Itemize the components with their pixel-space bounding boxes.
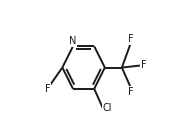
Text: Cl: Cl xyxy=(103,103,112,113)
Text: F: F xyxy=(141,60,147,70)
Text: F: F xyxy=(127,34,133,44)
Text: F: F xyxy=(45,84,50,94)
Text: F: F xyxy=(127,87,133,97)
Text: N: N xyxy=(69,36,77,46)
